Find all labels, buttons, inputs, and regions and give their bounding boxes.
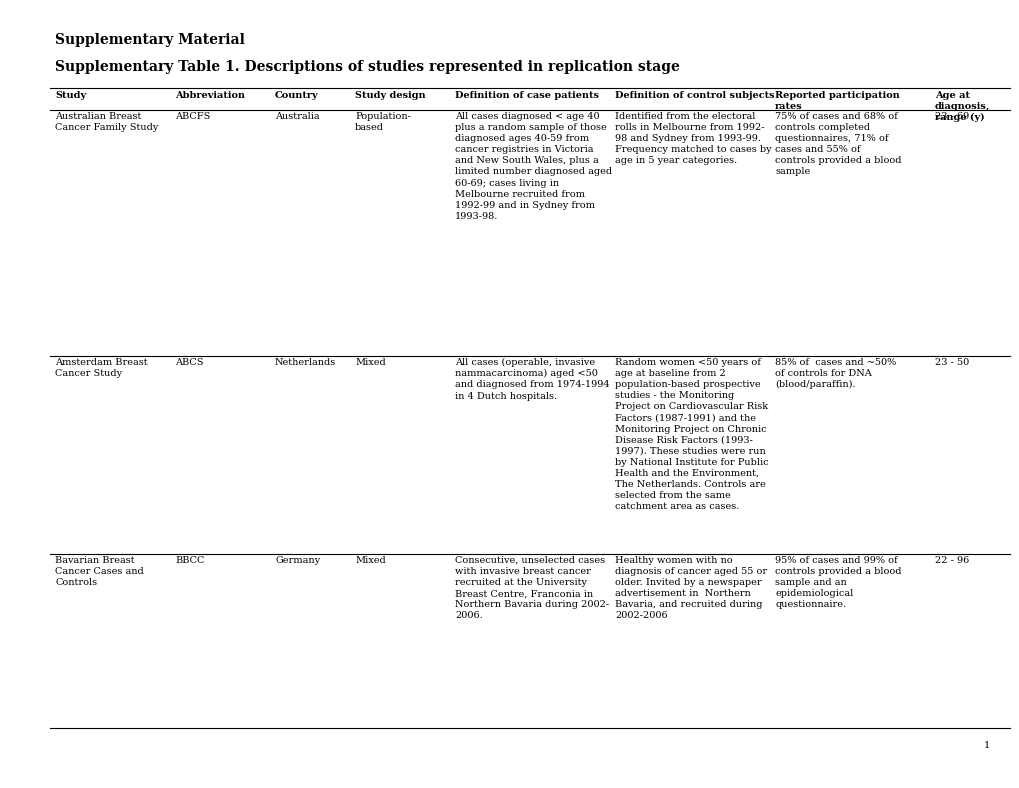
Text: Abbreviation: Abbreviation [175,91,245,100]
Text: 22 - 96: 22 - 96 [934,556,968,565]
Text: Amsterdam Breast
Cancer Study: Amsterdam Breast Cancer Study [55,358,148,378]
Text: BBCC: BBCC [175,556,204,565]
Text: Study design: Study design [355,91,425,100]
Text: 1: 1 [982,741,989,750]
Text: Mixed: Mixed [355,556,385,565]
Text: 85% of  cases and ~50%
of controls for DNA
(blood/paraffin).: 85% of cases and ~50% of controls for DN… [774,358,896,389]
Text: Mixed: Mixed [355,358,385,367]
Text: Netherlands: Netherlands [275,358,336,367]
Text: Identified from the electoral
rolls in Melbourne from 1992-
98 and Sydney from 1: Identified from the electoral rolls in M… [614,112,770,165]
Text: Consecutive, unselected cases
with invasive breast cancer
recruited at the Unive: Consecutive, unselected cases with invas… [454,556,608,620]
Text: ABCFS: ABCFS [175,112,210,121]
Text: Definition of control subjects: Definition of control subjects [614,91,773,100]
Text: Reported participation
rates: Reported participation rates [774,91,899,111]
Text: ABCS: ABCS [175,358,204,367]
Text: Germany: Germany [275,556,320,565]
Text: All cases diagnosed < age 40
plus a random sample of those
diagnosed ages 40-59 : All cases diagnosed < age 40 plus a rand… [454,112,611,221]
Text: Definition of case patients: Definition of case patients [454,91,598,100]
Text: All cases (operable, invasive
nammacarcinoma) aged <50
and diagnosed from 1974-1: All cases (operable, invasive nammacarci… [454,358,609,400]
Text: Country: Country [275,91,318,100]
Text: Random women <50 years of
age at baseline from 2
population-based prospective
st: Random women <50 years of age at baselin… [614,358,768,511]
Text: 75% of cases and 68% of
controls completed
questionnaires, 71% of
cases and 55% : 75% of cases and 68% of controls complet… [774,112,901,177]
Text: Australian Breast
Cancer Family Study: Australian Breast Cancer Family Study [55,112,158,132]
Text: Study: Study [55,91,86,100]
Text: 23 - 69: 23 - 69 [934,112,968,121]
Text: Age at
diagnosis,
range (y): Age at diagnosis, range (y) [934,91,989,122]
Text: Population-
based: Population- based [355,112,411,132]
Text: Supplementary Material: Supplementary Material [55,33,245,47]
Text: 23 - 50: 23 - 50 [934,358,968,367]
Text: Supplementary Table 1. Descriptions of studies represented in replication stage: Supplementary Table 1. Descriptions of s… [55,60,680,74]
Text: Australia: Australia [275,112,319,121]
Text: 95% of cases and 99% of
controls provided a blood
sample and an
epidemiological
: 95% of cases and 99% of controls provide… [774,556,901,609]
Text: Healthy women with no
diagnosis of cancer aged 55 or
older. Invited by a newspap: Healthy women with no diagnosis of cance… [614,556,766,620]
Text: Bavarian Breast
Cancer Cases and
Controls: Bavarian Breast Cancer Cases and Control… [55,556,144,587]
